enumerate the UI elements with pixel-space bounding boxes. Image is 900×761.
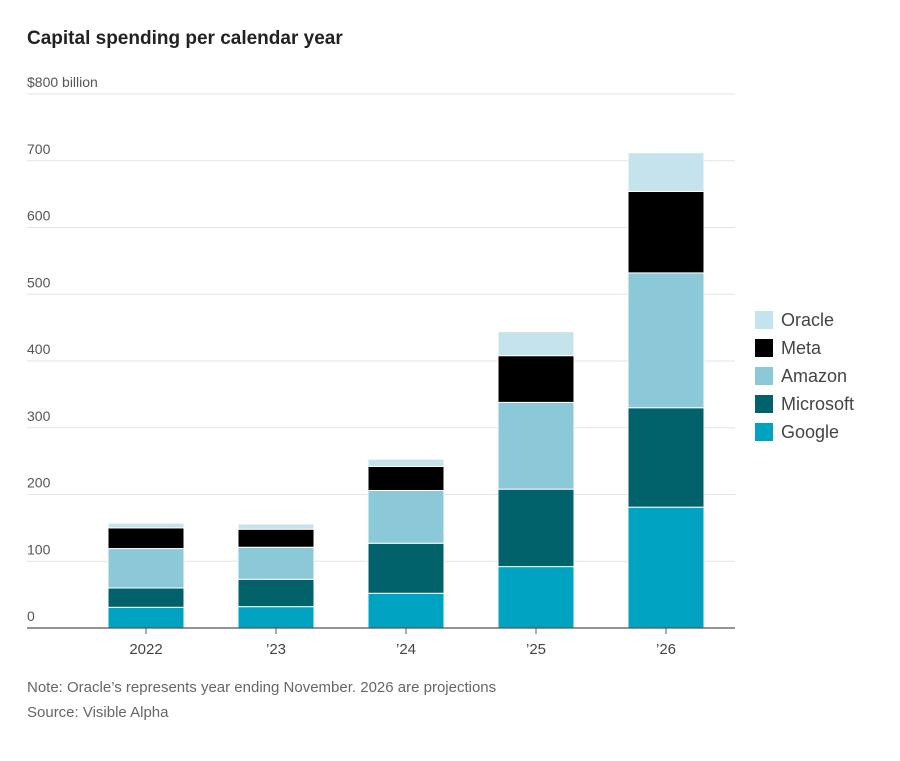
bar-segment-meta [107,527,185,550]
chart-source: Source: Visible Alpha [27,704,169,721]
bar-segment-microsoft [627,407,705,508]
legend: Oracle Meta Amazon Microsoft Google [755,310,854,442]
bar-segment-oracle [237,523,315,530]
bar-segment-google [497,566,575,629]
y-axis-ticks: 0 100 200 300 400 500 600 700 $800 billion [27,74,98,624]
bar-segment-microsoft [107,587,185,608]
bar-segment-meta [367,465,445,491]
bar-segment-microsoft [367,542,445,594]
bar-segment-amazon [107,548,185,589]
legend-label-oracle: Oracle [781,310,834,330]
bar-segment-amazon [367,489,445,544]
legend-swatch-amazon [755,367,773,385]
bar-segment-meta [237,528,315,548]
bar-segment-oracle [627,152,705,192]
bar-segment-google [627,506,705,629]
x-tick-label: ’24 [396,641,416,658]
y-tick-label: 500 [27,274,51,290]
legend-label-amazon: Amazon [781,366,847,386]
y-tick-label: 300 [27,408,51,424]
bar-segment-microsoft [497,488,575,568]
y-tick-label: $800 billion [27,74,98,90]
bar-segment-oracle [367,458,445,467]
y-tick-label: 400 [27,341,51,357]
bar-segment-oracle [497,331,575,357]
x-tick-label: ’23 [266,641,286,658]
bar-segment-google [107,606,185,629]
bar-segment-meta [497,355,575,403]
bar-segment-google [367,592,445,629]
y-tick-label: 100 [27,541,51,557]
bar-segment-amazon [237,546,315,580]
bar-segment-google [237,606,315,629]
bar-segment-amazon [497,401,575,490]
legend-label-microsoft: Microsoft [781,394,854,414]
stacked-bars [107,152,705,629]
bar-segment-microsoft [237,578,315,608]
legend-swatch-microsoft [755,395,773,413]
legend-label-google: Google [781,422,839,442]
bar-segment-amazon [627,272,705,409]
legend-swatch-google [755,423,773,441]
x-axis: 2022 ’23 ’24 ’25 ’26 [27,627,735,658]
legend-label-meta: Meta [781,338,822,358]
bar-segment-oracle [107,522,185,529]
x-tick-label: 2022 [129,641,162,658]
y-tick-label: 200 [27,475,51,491]
y-tick-label: 600 [27,208,51,224]
y-tick-label: 700 [27,141,51,157]
y-tick-label: 0 [27,608,35,624]
x-tick-label: ’26 [656,641,676,658]
legend-swatch-oracle [755,311,773,329]
chart-note: Note: Oracle’s represents year ending No… [27,679,497,696]
bar-segment-meta [627,190,705,274]
chart-title: Capital spending per calendar year [27,28,343,49]
x-tick-label: ’25 [526,641,546,658]
legend-swatch-meta [755,339,773,357]
